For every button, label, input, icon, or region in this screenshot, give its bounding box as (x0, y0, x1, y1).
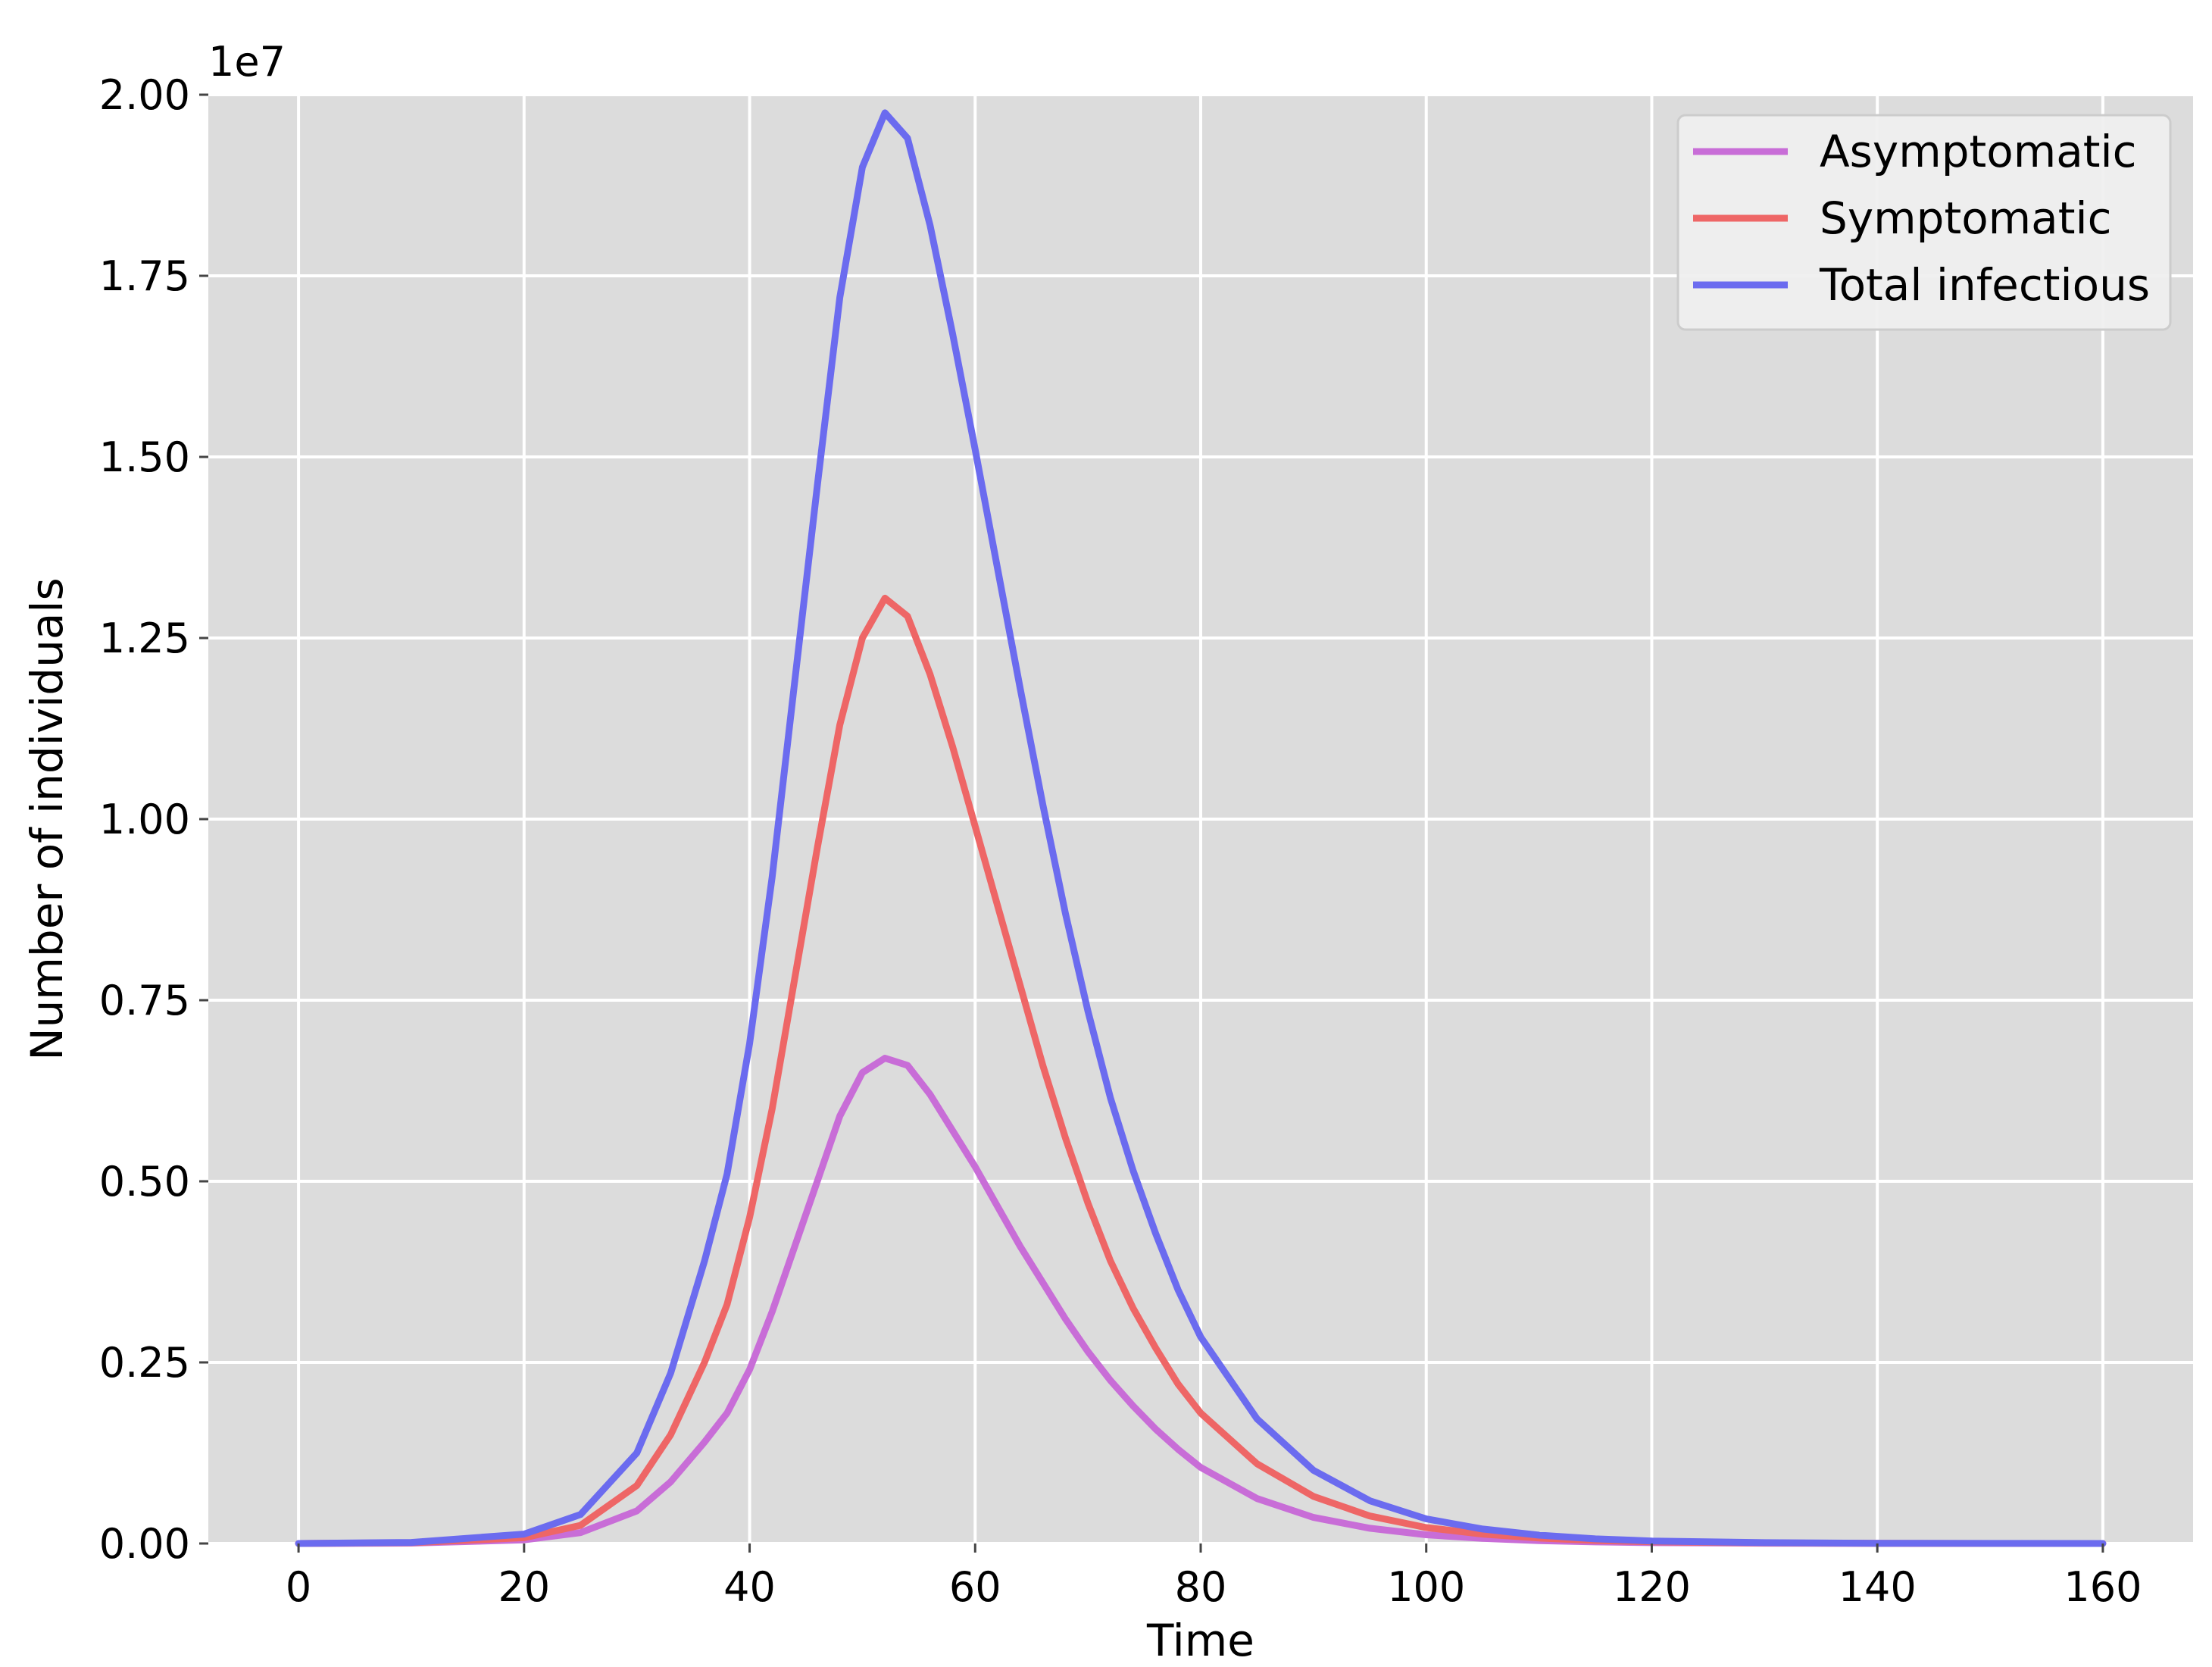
legend-label-symptomatic: Symptomatic (1820, 192, 2111, 244)
y-tick-label: 1.25 (99, 615, 190, 662)
y-axis-label: Number of individuals (21, 577, 73, 1060)
x-axis-ticks: 0 20 40 60 80 100 120 140 160 (286, 1543, 2142, 1611)
y-tick-label: 0.25 (99, 1339, 190, 1387)
x-tick-label: 140 (1839, 1563, 1917, 1611)
x-tick-label: 80 (1175, 1563, 1227, 1611)
x-tick-label: 20 (498, 1563, 550, 1611)
legend: Asymptomatic Symptomatic Total infectiou… (1676, 114, 2172, 331)
x-tick-label: 160 (2064, 1563, 2142, 1611)
series-line-symptomatic (295, 594, 2107, 1547)
y-tick-label: 1.50 (99, 433, 190, 481)
y-tick-label: 1.00 (99, 796, 190, 843)
y-tick-label: 1.75 (99, 252, 190, 300)
legend-label-asymptomatic: Asymptomatic (1820, 126, 2137, 177)
y-tick-label: 0.75 (99, 977, 190, 1024)
y-axis-ticks: 0.00 0.25 0.50 0.75 1.00 1.25 1.50 1.75 2.00 (99, 71, 208, 1568)
y-tick-label: 0.00 (99, 1520, 190, 1568)
x-tick-label: 120 (1613, 1563, 1691, 1611)
x-tick-label: 60 (949, 1563, 1001, 1611)
y-tick-label: 2.00 (99, 71, 190, 119)
x-tick-label: 0 (286, 1563, 311, 1611)
legend-label-total-infectious: Total infectious (1819, 259, 2150, 311)
x-axis-label: Time (1146, 1615, 1254, 1666)
x-tick-label: 100 (1387, 1563, 1465, 1611)
y-offset-label: 1e7 (208, 38, 286, 86)
series-line-asymptomatic (295, 1055, 2107, 1547)
series-lines (295, 109, 2107, 1547)
series-line-total-infectious (295, 109, 2107, 1547)
y-tick-label: 0.50 (99, 1158, 190, 1206)
legend-box (1676, 114, 2172, 331)
x-tick-label: 40 (723, 1563, 776, 1611)
